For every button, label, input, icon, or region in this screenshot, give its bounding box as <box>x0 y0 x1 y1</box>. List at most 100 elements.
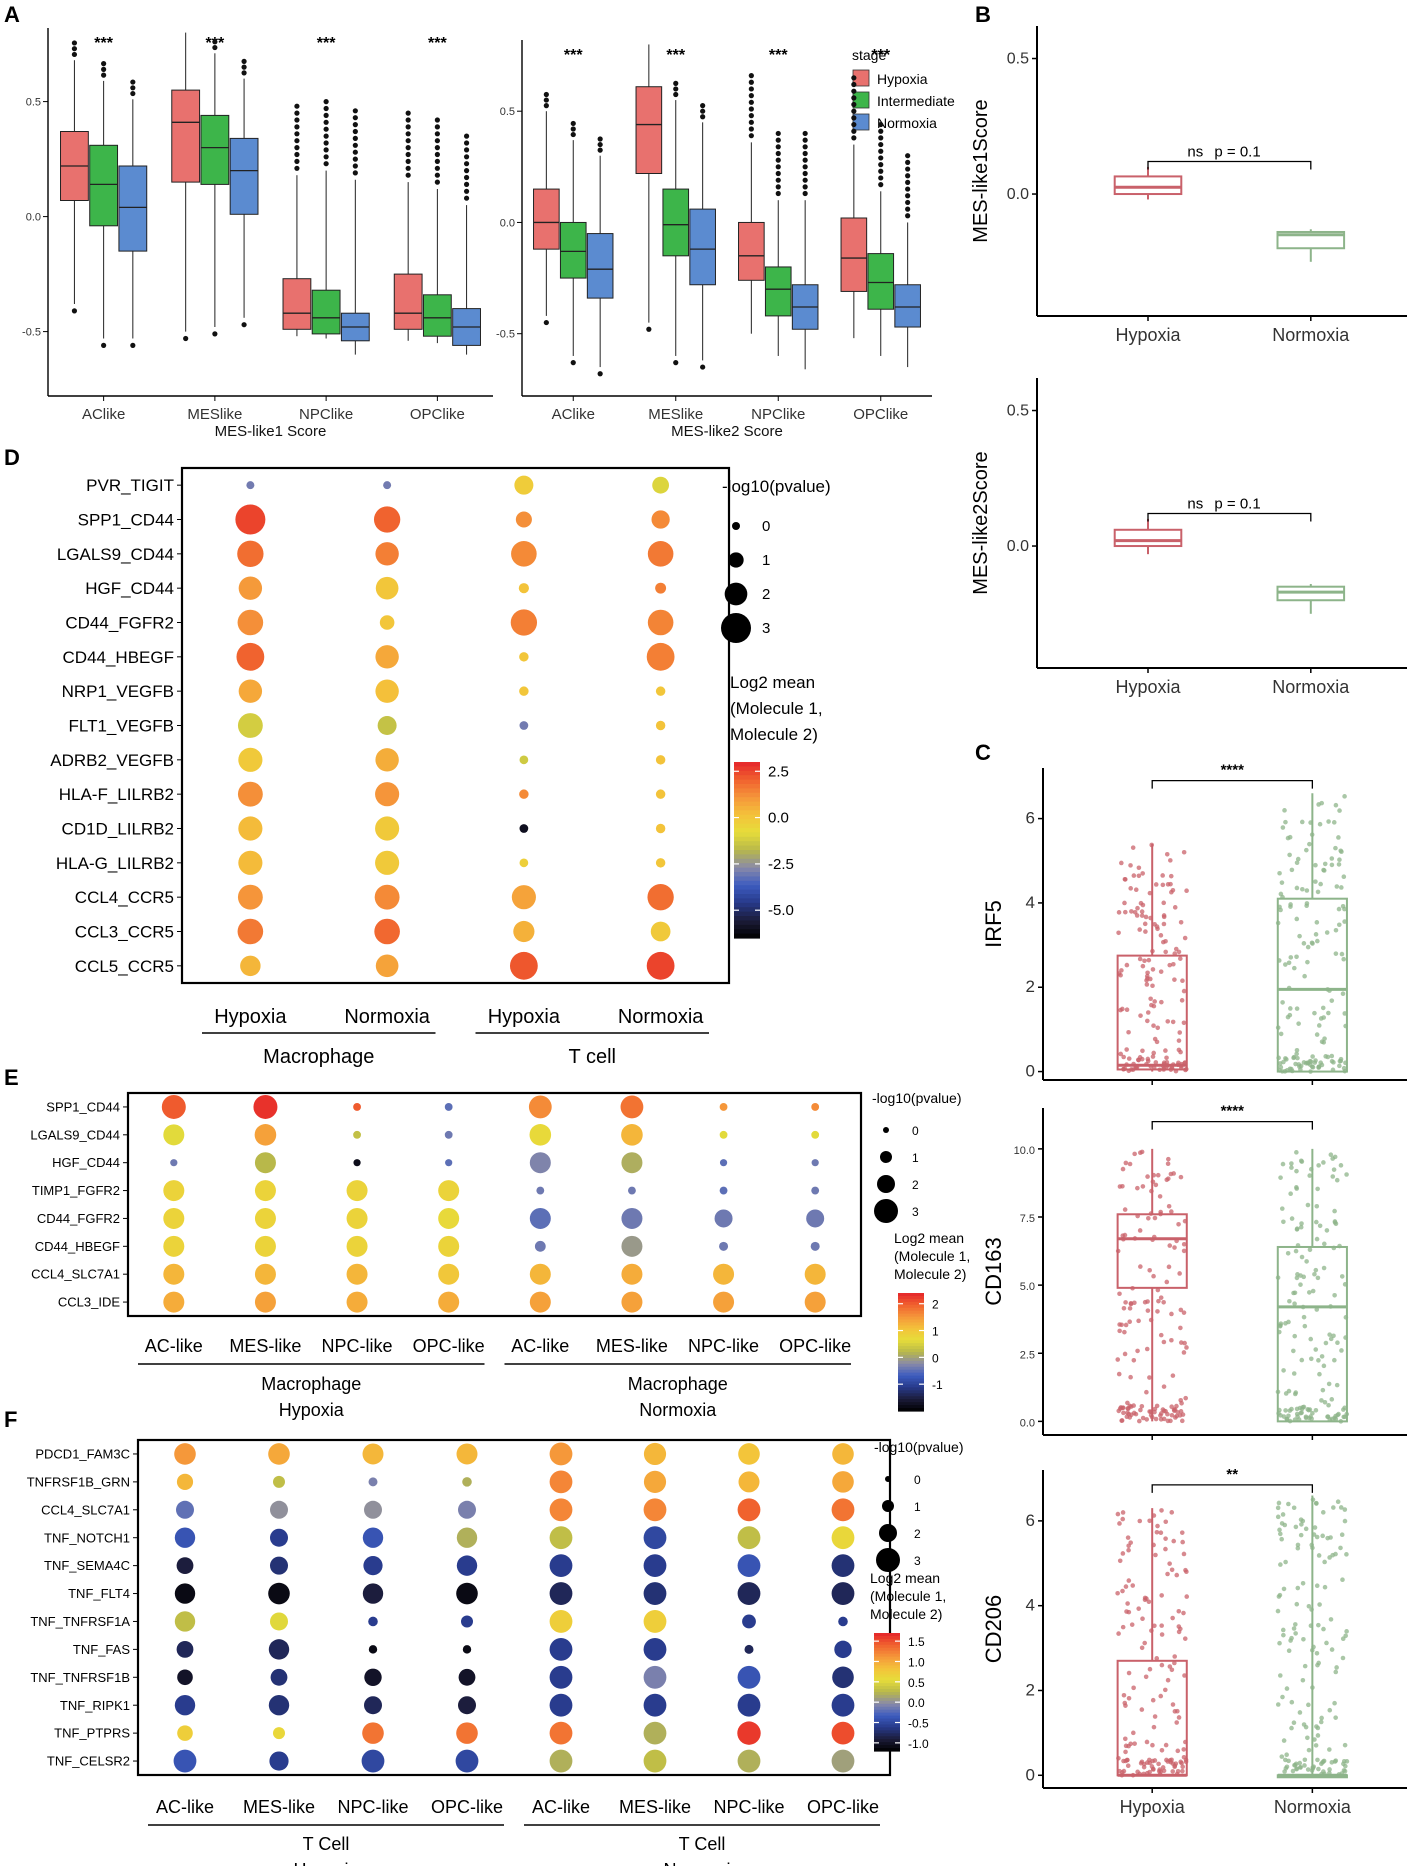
jitter-point <box>1183 1395 1188 1401</box>
jitter-point <box>1170 1019 1176 1025</box>
colorbar-tick-label: 2 <box>932 1298 939 1312</box>
dot-point <box>364 1500 382 1519</box>
outlier-point <box>71 51 78 58</box>
jitter-point <box>1120 1006 1125 1012</box>
dot-point <box>806 1209 825 1228</box>
size-legend-label: 3 <box>912 1205 919 1219</box>
jitter-point <box>1322 861 1328 867</box>
dot-point <box>438 1235 460 1257</box>
x-tick-label: AClike <box>82 406 125 423</box>
x-tick-label: Hypoxia <box>1115 325 1181 345</box>
jitter-point <box>1143 914 1149 920</box>
dot-point <box>831 1693 855 1717</box>
jitter-point <box>1336 862 1342 867</box>
jitter-point <box>1139 1403 1145 1409</box>
colorbar-tick-label: 1 <box>932 1325 939 1339</box>
dot-point <box>174 1583 196 1604</box>
y-tick-label: 6 <box>1026 1511 1035 1530</box>
jitter-point <box>1122 1351 1128 1357</box>
y-tick-label: 0.0 <box>500 217 515 229</box>
jitter-point <box>1331 1505 1336 1510</box>
jitter-point <box>1168 881 1173 887</box>
jitter-point <box>1308 1336 1314 1342</box>
dot-point <box>804 1263 826 1285</box>
row-label: SPP1_CD44 <box>46 1099 120 1114</box>
dot-point <box>655 823 666 834</box>
jitter-point <box>1294 1150 1299 1155</box>
jitter-point <box>1280 1000 1285 1005</box>
size-legend-label: 3 <box>762 620 770 637</box>
outlier-point <box>802 177 808 183</box>
group-label: Hypoxia <box>293 1860 359 1866</box>
outlier-point <box>802 170 808 177</box>
jitter-point <box>1278 1175 1283 1180</box>
jitter-point <box>1306 1747 1312 1753</box>
chart-c-cd206: 0 2 4 6 CD206 Hypoxia Normoxia ** <box>981 1466 1407 1817</box>
dot-point <box>646 642 675 671</box>
outlier-point <box>352 108 358 114</box>
column-label: AC-like <box>156 1797 214 1817</box>
size-legend-label: 1 <box>762 552 770 569</box>
outlier-point <box>463 140 470 146</box>
jitter-point <box>1184 1345 1189 1350</box>
group-label: Macrophage <box>628 1374 728 1394</box>
jitter-point <box>1294 1047 1300 1053</box>
outlier-point <box>405 117 411 123</box>
jitter-point <box>1159 1632 1165 1637</box>
chart-b-mes-like1: 0.0 0.5 MES-like1Score Hypoxia Normoxia ns p =… <box>970 26 1407 345</box>
dot-point <box>246 481 255 490</box>
jitter-point <box>1295 1542 1301 1548</box>
dot-point <box>268 1443 290 1465</box>
box-hypoxia <box>738 221 765 281</box>
outlier-point <box>905 213 911 219</box>
jitter-point <box>1158 1411 1164 1416</box>
group-label: Hypoxia <box>279 1400 345 1420</box>
y-tick-label: -0.5 <box>496 329 515 341</box>
jitter-point <box>1148 976 1153 982</box>
jitter-point <box>1295 856 1301 862</box>
size-legend-dot <box>880 1151 892 1163</box>
jitter-point <box>1305 1735 1310 1741</box>
outlier-point <box>905 153 911 159</box>
jitter-point <box>1314 1583 1320 1589</box>
dot-point <box>445 1159 453 1167</box>
dot-point <box>643 1582 667 1605</box>
size-legend-label: 1 <box>914 1500 921 1514</box>
dot-point <box>456 1555 478 1576</box>
jitter-point <box>1296 1062 1302 1067</box>
dot-point <box>458 1696 476 1715</box>
jitter-point <box>1173 1415 1178 1420</box>
jitter-point <box>1304 901 1310 906</box>
jitter-point <box>1156 1761 1161 1767</box>
dot-point <box>254 1180 276 1202</box>
dot-point <box>368 1616 378 1627</box>
jitter-point <box>1278 1531 1283 1537</box>
dot-point <box>363 1556 383 1576</box>
outlier-point <box>405 124 411 130</box>
colorbar-segment <box>898 1304 924 1309</box>
jitter-point <box>1130 1583 1136 1588</box>
dot-point <box>652 476 670 494</box>
colorbar-tick-label: 0.0 <box>768 810 789 827</box>
size-legend-title: -log10(pvalue) <box>874 1439 964 1455</box>
dot-point <box>361 1749 385 1773</box>
jitter-point <box>1140 902 1146 908</box>
jitter-point <box>1157 1194 1163 1199</box>
colorbar-segment <box>734 920 760 926</box>
column-label: Normoxia <box>618 1006 704 1028</box>
jitter-point <box>1136 1318 1141 1324</box>
dot-point <box>519 789 529 799</box>
jitter-point <box>1327 1332 1332 1337</box>
dot-point <box>174 1527 196 1548</box>
colorbar-segment <box>734 832 760 838</box>
jitter-point <box>1159 1593 1164 1598</box>
dot-point <box>270 1668 288 1686</box>
y-tick-label: 6 <box>1026 809 1035 828</box>
outlier-point <box>241 58 247 64</box>
jitter-point <box>1158 1332 1164 1338</box>
colorbar-segment <box>874 1671 900 1675</box>
dot-point <box>519 652 529 662</box>
colorbar-segment <box>874 1721 900 1726</box>
jitter-point <box>1302 1763 1307 1768</box>
jitter-point <box>1144 1346 1150 1352</box>
